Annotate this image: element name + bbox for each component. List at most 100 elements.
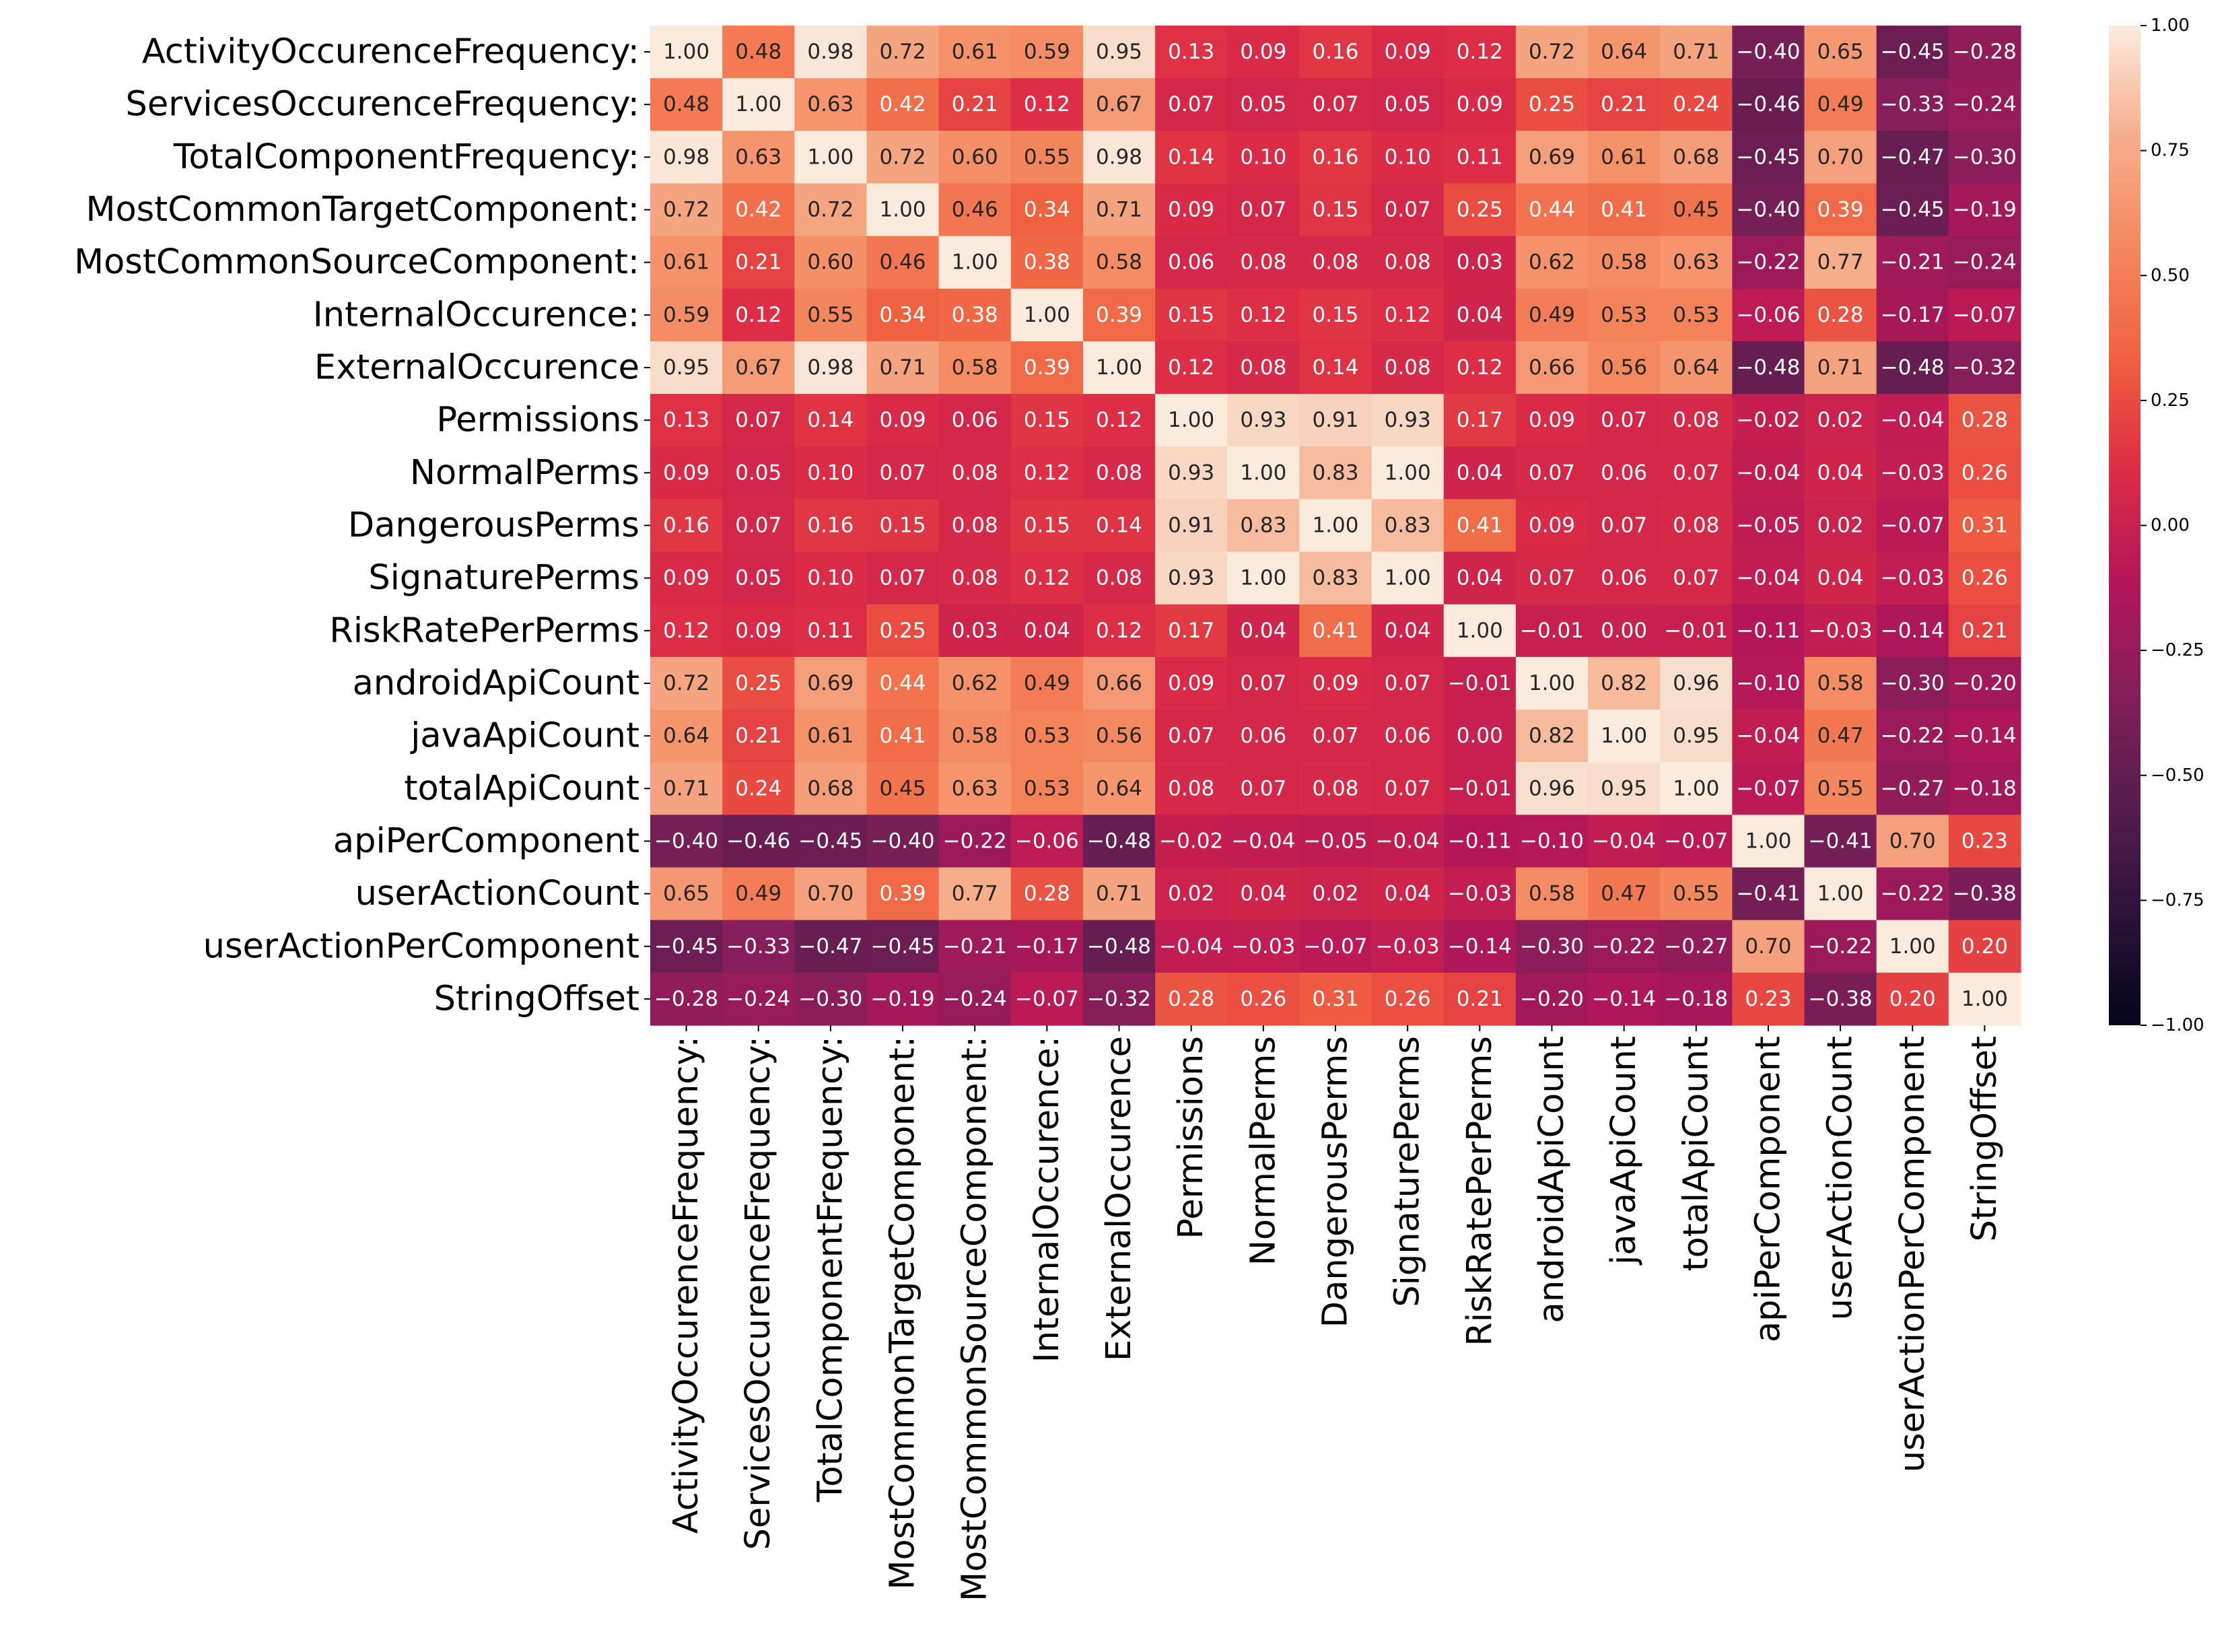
heatmap-cell (1804, 78, 1877, 131)
heatmap-cell (1515, 815, 1589, 868)
cell-value-label: −0.45 (1881, 198, 1945, 222)
heatmap-cell (938, 867, 1012, 921)
heatmap-cell (1227, 131, 1300, 184)
colorbar-tick-label: 0.25 (2151, 390, 2190, 411)
heatmap-cell (1804, 656, 1877, 710)
cell-value-label: 0.07 (1673, 460, 1719, 485)
heatmap-cell (1732, 762, 1805, 815)
y-tick-label: apiPerComponent (333, 821, 639, 861)
cell-value-label: −0.38 (1953, 882, 2017, 906)
heatmap-cell (1299, 26, 1372, 79)
heatmap-cell (1804, 710, 1877, 763)
cell-value-label: 0.09 (880, 408, 926, 432)
cell-value-label: 0.04 (1240, 882, 1286, 906)
cell-value-label: 0.28 (1168, 987, 1214, 1011)
heatmap-cell (1515, 183, 1589, 237)
cell-value-label: 1.00 (1024, 303, 1070, 327)
heatmap-cell (1804, 446, 1877, 500)
cell-value-label: 0.05 (1240, 92, 1286, 116)
heatmap-cell (938, 499, 1012, 553)
cell-value-label: 0.07 (1168, 92, 1214, 116)
cell-value-label: 0.39 (1096, 303, 1142, 327)
heatmap-cell (1227, 762, 1300, 815)
heatmap-cell (1299, 446, 1372, 500)
cell-value-label: 1.00 (1529, 671, 1575, 695)
cell-value-label: 0.05 (735, 566, 781, 590)
heatmap-cell (1804, 762, 1877, 815)
heatmap-cell (1010, 972, 1084, 1026)
heatmap-cell (794, 867, 868, 921)
cell-value-label: −0.24 (943, 987, 1007, 1011)
cell-value-label: 0.93 (1240, 408, 1286, 432)
cell-value-label: 0.38 (1024, 250, 1070, 275)
cell-value-label: 0.07 (1529, 566, 1575, 590)
heatmap-cell (1515, 920, 1589, 973)
cell-value-label: 0.03 (952, 619, 998, 643)
cell-value-label: 0.04 (1024, 619, 1070, 643)
cell-value-label: −0.03 (1881, 460, 1945, 485)
x-tick-label: apiPerComponent (1748, 1036, 1788, 1342)
cell-value-labels: 1.00 0.48 0.98 0.72 0.61 0.59 0.95 0.13 0.09 0.16… (654, 40, 2017, 1011)
heatmap-cell (1155, 341, 1228, 394)
heatmap-cell (938, 236, 1012, 289)
heatmap-cell (1371, 446, 1445, 500)
cell-value-label: −0.07 (1664, 829, 1728, 853)
colorbar-tick-label: −0.50 (2151, 765, 2204, 786)
cell-value-label: −0.03 (1231, 934, 1295, 959)
cell-value-label: 0.23 (1961, 829, 2008, 853)
cell-value-label: 0.63 (807, 92, 854, 116)
cell-value-label: 0.83 (1312, 566, 1358, 590)
heatmap-cell (1588, 183, 1661, 237)
x-tick-label: ExternalOccurence (1099, 1036, 1139, 1361)
cell-value-label: 0.12 (1024, 566, 1070, 590)
cell-value-label: 0.45 (880, 776, 926, 800)
cell-value-label: 0.07 (1240, 198, 1286, 222)
y-tick-label: StringOffset (434, 979, 639, 1019)
cell-value-label: −0.04 (1736, 724, 1800, 748)
heatmap-cell (866, 815, 940, 868)
heatmap-cell (1082, 183, 1156, 237)
heatmap-cell (1732, 341, 1805, 394)
cell-value-label: 0.71 (880, 355, 926, 380)
cell-value-label: 0.98 (807, 355, 854, 380)
heatmap-cell (1299, 604, 1372, 658)
cell-value-label: −0.21 (1881, 250, 1945, 275)
heatmap-cell (1443, 131, 1517, 184)
heatmap-cell (1227, 288, 1300, 342)
heatmap-cell (1660, 236, 1733, 289)
cell-value-label: −0.30 (1953, 145, 2017, 169)
cell-value-label: 0.21 (1961, 619, 2008, 643)
cell-value-label: −0.06 (1736, 303, 1800, 327)
heatmap-cell (1876, 394, 1949, 447)
heatmap-cell (1443, 288, 1517, 342)
heatmap-cell (1660, 183, 1733, 237)
heatmap-cell (1227, 394, 1300, 447)
cell-value-label: 0.09 (735, 619, 781, 643)
cell-value-label: 0.95 (663, 355, 709, 380)
cell-value-label: 0.17 (1457, 408, 1503, 432)
cell-value-label: −0.38 (1809, 987, 1873, 1011)
cell-value-label: 0.93 (1168, 566, 1214, 590)
heatmap-cell (1804, 499, 1877, 553)
cell-value-label: 0.08 (1312, 250, 1358, 275)
x-tick-label: ActivityOccurenceFrequency: (666, 1036, 706, 1534)
cell-value-label: −0.07 (1015, 987, 1079, 1011)
heatmap-cell (1588, 604, 1661, 658)
cell-value-label: −0.24 (1953, 250, 2017, 275)
cell-value-label: 0.08 (952, 460, 998, 485)
heatmap-cell (1010, 710, 1084, 763)
heatmap-cell (722, 446, 795, 500)
heatmap-cell (1299, 867, 1372, 921)
cell-value-label: 0.07 (1673, 566, 1719, 590)
heatmap-cell (1732, 656, 1805, 710)
x-tick-label: DangerousPerms (1316, 1036, 1356, 1328)
cell-value-label: 0.95 (1601, 776, 1647, 800)
heatmap-cell (1804, 604, 1877, 658)
cell-value-label: 0.49 (735, 882, 781, 906)
heatmap-cell (1155, 288, 1228, 342)
heatmap-cell (1515, 78, 1589, 131)
heatmap-cell (866, 604, 940, 658)
heatmap-cell (1948, 551, 2021, 605)
heatmap-cell (1443, 341, 1517, 394)
y-tick-label: totalApiCount (404, 769, 639, 808)
